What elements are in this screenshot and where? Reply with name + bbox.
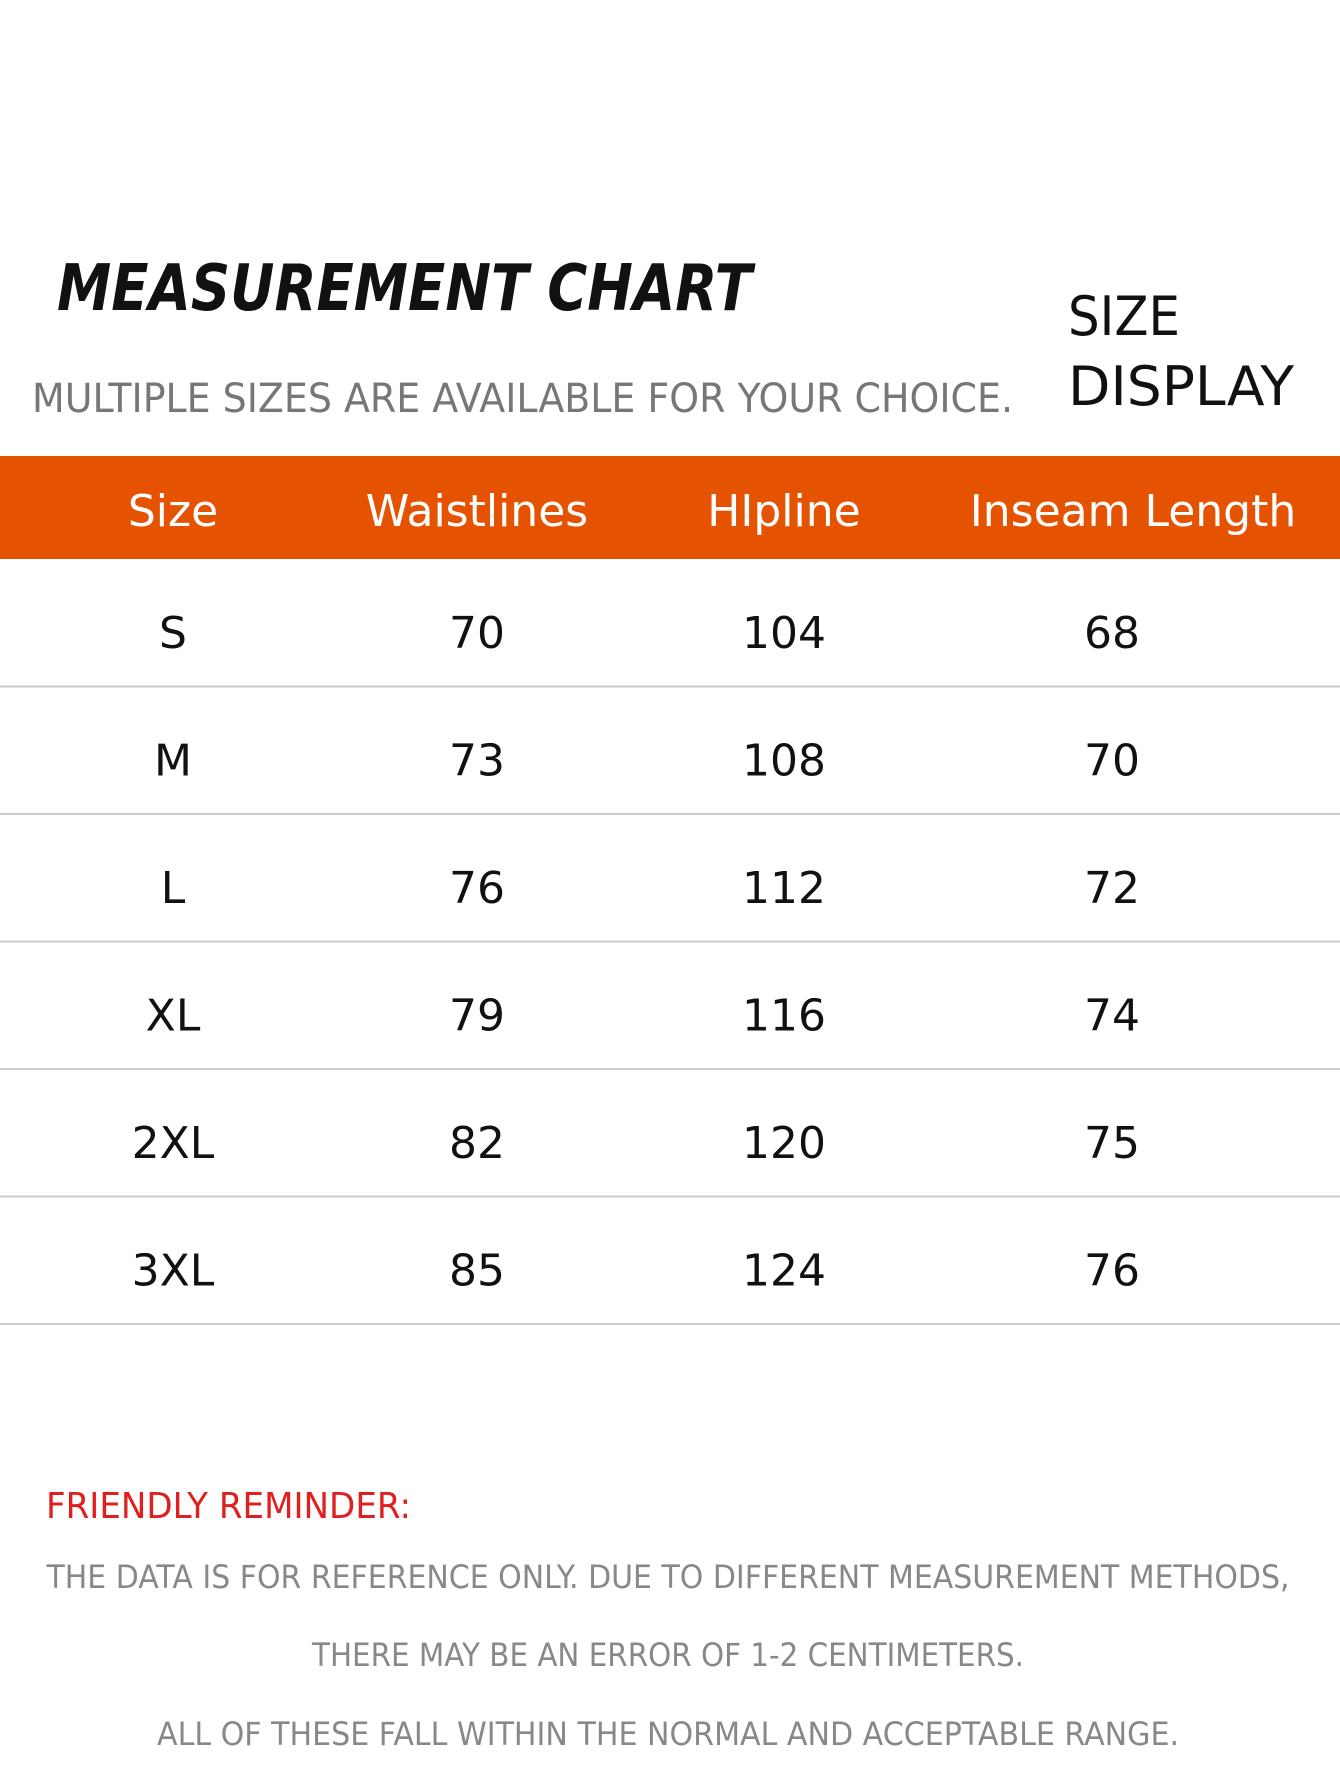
cell: 74 [1084, 991, 1140, 1042]
cell: 2XL [132, 1118, 215, 1169]
cell: L [161, 863, 186, 914]
cell: 68 [1084, 608, 1140, 659]
cell: 75 [1084, 1118, 1140, 1169]
cell: 108 [742, 736, 826, 787]
cell: S [159, 608, 187, 659]
cell: 70 [1084, 736, 1140, 787]
reminder-line: THE DATA IS FOR REFERENCE ONLY. DUE TO D… [46, 1558, 1290, 1596]
cell: 79 [449, 991, 505, 1042]
cell: 72 [1084, 863, 1140, 914]
reminder-title: FRIENDLY REMINDER: [46, 1486, 411, 1527]
cell: M [154, 736, 192, 787]
column-header: Waistlines [366, 486, 588, 537]
cell: 120 [742, 1118, 826, 1169]
reminder-line: THERE MAY BE AN ERROR OF 1-2 CENTIMETERS… [311, 1636, 1024, 1674]
cell: 85 [449, 1246, 505, 1297]
cell: 112 [742, 863, 826, 914]
cell: XL [146, 991, 201, 1042]
reminder-line: ALL OF THESE FALL WITHIN THE NORMAL AND … [157, 1715, 1179, 1753]
badge-line: DISPLAY [1068, 355, 1295, 418]
header-band [0, 456, 1340, 559]
reminder-lines: THE DATA IS FOR REFERENCE ONLY. DUE TO D… [46, 1558, 1290, 1753]
cell: 104 [742, 608, 826, 659]
cell: 76 [449, 863, 505, 914]
table: Size Waistlines HIpline Inseam Length S 70 104… [0, 486, 1340, 1325]
column-header: Size [128, 486, 218, 537]
title: MEASUREMENT CHART [57, 252, 756, 326]
column-header: Inseam Length [970, 486, 1296, 537]
cell: 3XL [132, 1246, 215, 1297]
cell: 73 [449, 736, 505, 787]
subtitle: MULTIPLE SIZES ARE AVAILABLE FOR YOUR CH… [32, 376, 1013, 422]
cell: 82 [449, 1118, 505, 1169]
cell: 76 [1084, 1246, 1140, 1297]
cell: 124 [742, 1246, 826, 1297]
badge-line: SIZE [1068, 285, 1180, 348]
cell: 70 [449, 608, 505, 659]
column-header: HIpline [707, 486, 860, 537]
cell: 116 [742, 991, 826, 1042]
